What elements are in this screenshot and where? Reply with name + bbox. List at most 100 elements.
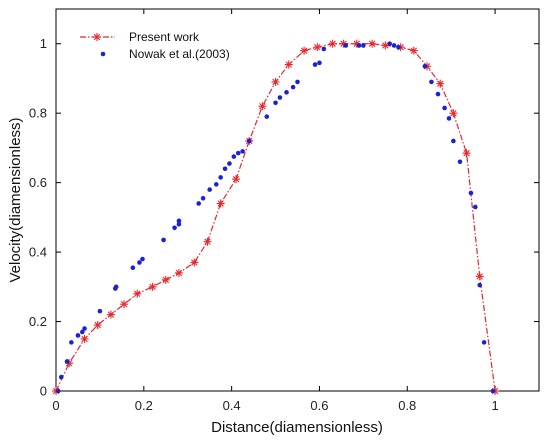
nowak-point bbox=[481, 340, 487, 345]
present-work-point bbox=[449, 109, 458, 118]
legend: Present work Nowak et al.(2003) bbox=[80, 30, 230, 61]
nowak-point bbox=[240, 149, 245, 154]
present-work-point bbox=[258, 102, 267, 111]
nowak-point bbox=[446, 116, 452, 121]
present-work-point bbox=[133, 289, 142, 298]
nowak-point bbox=[490, 388, 496, 394]
nowak-point bbox=[273, 100, 278, 106]
present-work-point bbox=[80, 334, 89, 343]
nowak-point bbox=[356, 43, 362, 48]
y-axis-label: Velocity(diamensionless) bbox=[7, 117, 24, 282]
present-work-point bbox=[216, 199, 225, 208]
nowak-point bbox=[387, 41, 393, 47]
x-tick-label: 0.8 bbox=[398, 398, 416, 413]
present-work-point bbox=[174, 268, 183, 277]
nowak-point bbox=[473, 204, 478, 210]
nowak-point bbox=[429, 79, 434, 85]
nowak-point bbox=[264, 114, 270, 119]
nowak-point bbox=[130, 265, 136, 271]
nowak-point bbox=[82, 326, 87, 331]
y-tick-label: 0.2 bbox=[29, 314, 47, 329]
nowak-point bbox=[213, 182, 219, 187]
nowak-point bbox=[64, 359, 70, 364]
plot-area bbox=[55, 8, 540, 392]
nowak-point bbox=[207, 187, 212, 192]
present-work-point bbox=[381, 41, 390, 50]
x-tick-label: 0.4 bbox=[223, 398, 241, 413]
nowak-point bbox=[477, 282, 483, 288]
nowak-point bbox=[200, 195, 206, 201]
nowak-point bbox=[80, 329, 85, 335]
nowak-point bbox=[58, 374, 64, 380]
legend-star-glyph bbox=[93, 33, 101, 41]
legend-marker-nowak bbox=[100, 51, 106, 57]
present-work-point bbox=[161, 275, 170, 284]
nowak-point bbox=[246, 138, 252, 144]
present-work-point bbox=[328, 39, 337, 48]
series-markers bbox=[52, 39, 500, 395]
present-work-point bbox=[300, 46, 309, 55]
y-tick-label: 0.4 bbox=[29, 245, 47, 260]
y-tick-label: 0 bbox=[40, 384, 47, 399]
y-tick-label: 0.6 bbox=[29, 175, 47, 190]
nowak-point bbox=[176, 218, 182, 224]
present-work-point bbox=[475, 272, 484, 281]
present-work-point bbox=[368, 39, 377, 48]
axis-ticks: 0 0.2 0.4 0.6 0.8 1 0 0.2 0.4 0.6 0.8 1 bbox=[29, 9, 539, 413]
nowak-point bbox=[396, 44, 401, 50]
nowak-point bbox=[442, 105, 447, 111]
nowak-point bbox=[277, 95, 283, 100]
present-work-point bbox=[93, 321, 102, 330]
present-work-point bbox=[106, 310, 115, 319]
nowak-point bbox=[161, 237, 166, 243]
nowak-point bbox=[321, 46, 327, 52]
nowak-point bbox=[75, 333, 81, 338]
nowak-point bbox=[295, 79, 300, 85]
present-work-point bbox=[462, 149, 471, 158]
nowak-point bbox=[468, 190, 474, 196]
present-work-point bbox=[284, 60, 293, 69]
legend-label-nowak: Nowak et al.(2003) bbox=[129, 47, 230, 61]
nowak-point bbox=[196, 201, 202, 206]
y-tick-label: 1 bbox=[40, 36, 47, 51]
nowak-point bbox=[312, 62, 318, 67]
nowak-point bbox=[113, 284, 119, 290]
nowak-point bbox=[451, 138, 456, 144]
present-work-point bbox=[313, 43, 322, 52]
nowak-point bbox=[391, 43, 397, 48]
present-work-point bbox=[409, 46, 418, 55]
nowak-point bbox=[284, 90, 289, 95]
y-tick-label: 0.8 bbox=[29, 106, 47, 121]
x-tick-label: 0 bbox=[52, 398, 59, 413]
nowak-point bbox=[97, 308, 103, 314]
present-work-point bbox=[203, 237, 212, 246]
nowak-point bbox=[435, 91, 441, 97]
nowak-point bbox=[235, 150, 241, 156]
x-axis-label: Distance(diamensionless) bbox=[211, 419, 383, 436]
nowak-point bbox=[290, 84, 296, 90]
nowak-point bbox=[172, 225, 177, 231]
x-tick-label: 0.6 bbox=[310, 398, 328, 413]
present-work-point bbox=[120, 300, 129, 309]
present-work-point bbox=[232, 175, 241, 184]
x-tick-label: 1 bbox=[491, 398, 498, 413]
present-work-point bbox=[271, 77, 280, 86]
present-work-point bbox=[436, 79, 445, 88]
nowak-point bbox=[176, 222, 182, 227]
nowak-point bbox=[343, 43, 349, 48]
x-tick-label: 0.2 bbox=[135, 398, 153, 413]
legend-label-present-work: Present work bbox=[129, 30, 200, 44]
nowak-point bbox=[361, 43, 366, 48]
nowak-point bbox=[137, 260, 142, 265]
present-work-point bbox=[148, 282, 157, 291]
nowak-point bbox=[140, 256, 145, 262]
nowak-point bbox=[222, 166, 228, 172]
nowak-point bbox=[69, 340, 74, 345]
present-work-point bbox=[190, 258, 199, 267]
nowak-point bbox=[231, 154, 237, 159]
nowak-point bbox=[422, 64, 428, 69]
nowak-point bbox=[457, 159, 463, 165]
legend-marker-present-work bbox=[93, 33, 101, 41]
nowak-point bbox=[227, 161, 232, 166]
